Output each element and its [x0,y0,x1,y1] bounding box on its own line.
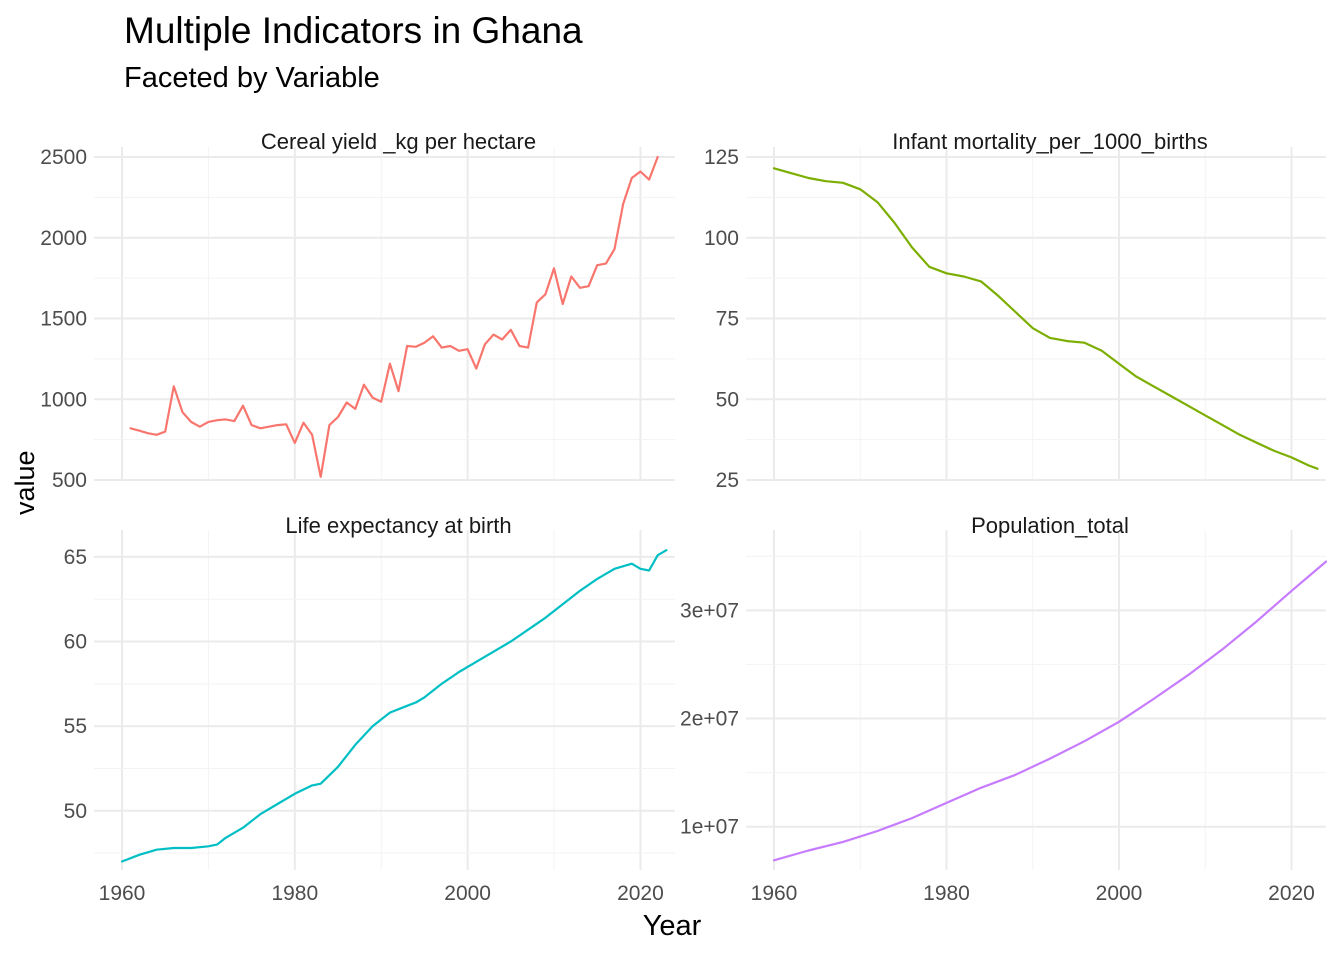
y-tick-label: 25 [716,469,739,492]
x-tick-label: 2020 [617,882,664,905]
y-tick-label: 125 [704,146,739,169]
x-tick-label: 2000 [1096,882,1143,905]
series-line [772,560,1328,862]
x-tick-label: 1960 [99,882,146,905]
x-tick-label: 1980 [271,882,318,905]
chart-title: Multiple Indicators in Ghana [124,10,583,51]
y-tick-label: 65 [64,546,87,569]
x-tick-label: 2000 [444,882,491,905]
y-tick-label: 1e+07 [680,816,739,839]
x-axis-label: Year [642,910,702,942]
x-tick-label: 1980 [923,882,970,905]
y-tick-label: 2500 [40,146,87,169]
chart-subtitle: Faceted by Variable [124,62,380,94]
x-tick-label: 2020 [1268,882,1315,905]
y-tick-label: 50 [64,800,87,823]
y-tick-label: 75 [716,308,739,331]
series-line [772,167,1319,470]
series-line [129,155,659,478]
y-tick-label: 50 [716,388,739,411]
y-tick-label: 55 [64,715,87,738]
y-tick-label: 500 [52,469,87,492]
facet-title: Population_total [971,513,1129,538]
y-tick-label: 3e+07 [680,599,739,622]
y-tick-label: 2e+07 [680,708,739,731]
y-tick-label: 2000 [40,227,87,250]
y-tick-label: 60 [64,631,87,654]
facet-title: Life expectancy at birth [285,513,511,538]
facet-title: Cereal yield _kg per hectare [261,129,536,154]
facet-title: Infant mortality_per_1000_births [892,129,1208,154]
y-tick-label: 1500 [40,308,87,331]
y-tick-label: 100 [704,227,739,250]
y-tick-label: 1000 [40,388,87,411]
x-tick-label: 1960 [751,882,798,905]
series-line [120,549,668,863]
